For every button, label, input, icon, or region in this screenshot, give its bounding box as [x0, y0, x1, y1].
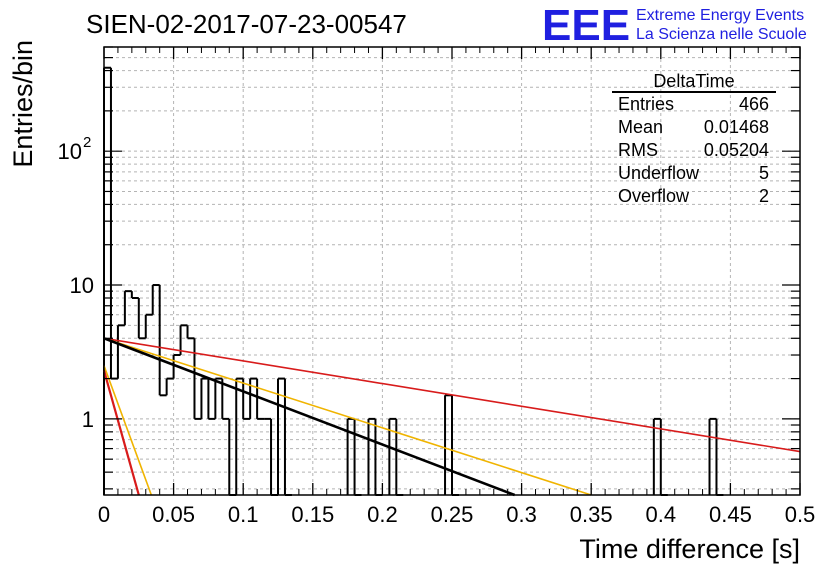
logo-line1: Extreme Energy Events: [636, 7, 804, 24]
x-axis-label: Time difference [s]: [579, 534, 800, 564]
stats-label: Underflow: [618, 163, 700, 183]
stats-value: 466: [739, 94, 769, 114]
stats-value: 2: [759, 186, 769, 206]
axes: 0 0.05 0.1 0.15 0.2 0.25 0.3 0.35 0.4 0.45 0.5 1 10 1…: [58, 46, 816, 527]
chart-title: SIEN-02-2017-07-23-00547: [86, 9, 407, 39]
y-tick-label: 1: [82, 407, 94, 432]
stats-label: Entries: [618, 94, 674, 114]
y-tick-label: 10: [70, 273, 94, 298]
logo-line2: La Scienza nelle Scuole: [636, 26, 807, 43]
stats-value: 0.01468: [704, 117, 769, 137]
x-tick-label: 0.3: [506, 502, 537, 527]
x-tick-label: 0.2: [367, 502, 398, 527]
x-tick-label: 0: [98, 502, 110, 527]
fit-lines: [102, 337, 801, 497]
stats-label: RMS: [618, 140, 658, 160]
y-axis-label: Entries/bin: [8, 40, 38, 168]
x-tick-label: 0.25: [431, 502, 474, 527]
fit-line: [103, 365, 153, 496]
y-tick-exponent: 2: [83, 134, 91, 151]
fit-line: [103, 337, 801, 453]
fit-line: [102, 370, 140, 496]
logo-mark: EEE: [542, 1, 630, 50]
stats-value: 5: [759, 163, 769, 183]
eee-logo: EEE Extreme Energy Events La Scienza nel…: [542, 1, 807, 50]
y-tick-label: 10: [58, 139, 82, 164]
fit-line: [103, 337, 592, 496]
fit-line: [103, 337, 516, 497]
x-tick-label: 0.15: [291, 502, 334, 527]
x-tick-label: 0.5: [785, 502, 816, 527]
stats-label: Overflow: [618, 186, 690, 206]
stats-rows: Entries 466 Mean 0.01468 RMS 0.05204Underflow…: [618, 94, 769, 206]
x-tick-label: 0.45: [709, 502, 752, 527]
stats-value: 0.05204: [704, 140, 769, 160]
x-tick-label: 0.05: [152, 502, 195, 527]
stats-box: DeltaTime Entries 466 Mean 0.01468 RMS 0.0520…: [612, 71, 776, 206]
stats-label: Mean: [618, 117, 663, 137]
x-tick-label: 0.1: [228, 502, 259, 527]
stats-title: DeltaTime: [653, 71, 734, 91]
x-tick-label: 0.35: [570, 502, 613, 527]
x-tick-label: 0.4: [646, 502, 677, 527]
